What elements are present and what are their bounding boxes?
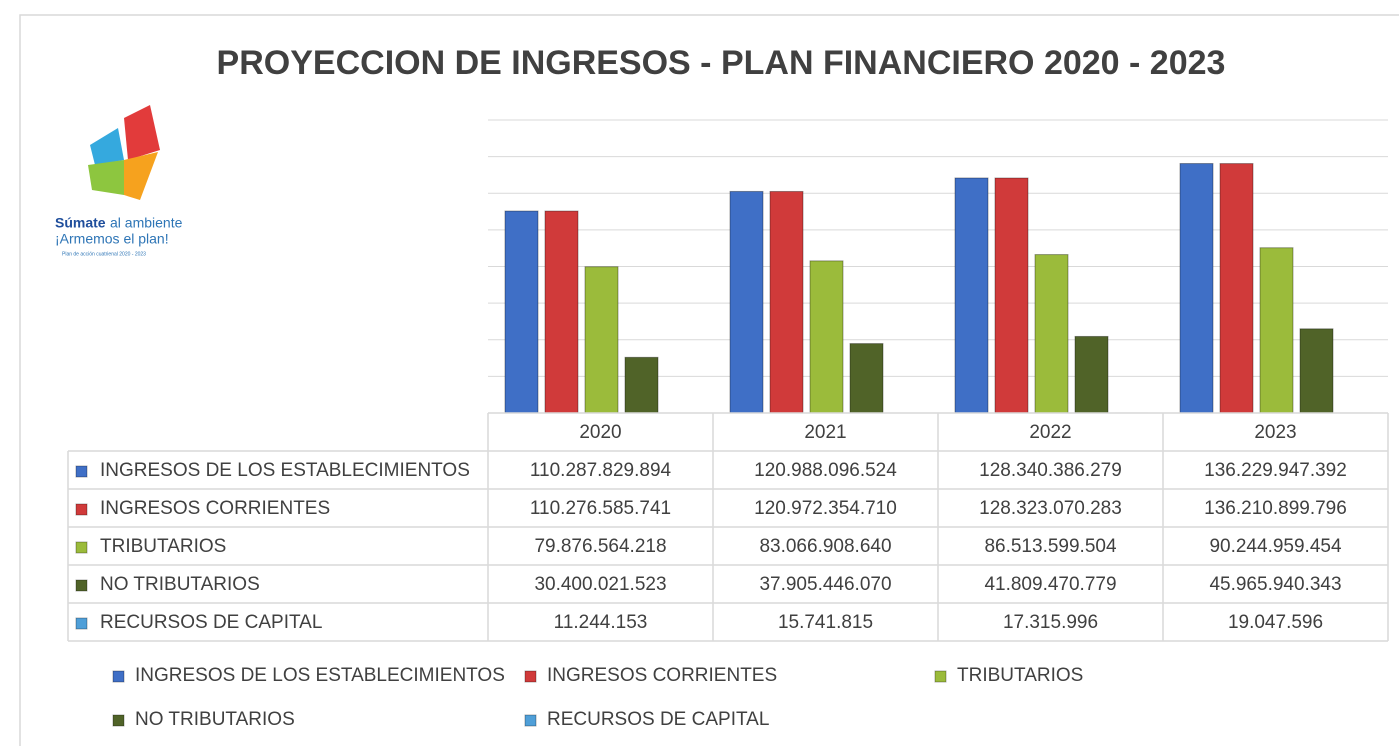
bar bbox=[1034, 254, 1069, 414]
bar bbox=[994, 177, 1029, 414]
legend-label: TRIBUTARIOS bbox=[957, 665, 1083, 686]
bar bbox=[729, 190, 764, 414]
chart-title: PROYECCION DE INGRESOS - PLAN FINANCIERO… bbox=[217, 44, 1226, 82]
bar bbox=[584, 266, 619, 414]
legend-marker bbox=[75, 617, 88, 630]
bar bbox=[624, 356, 659, 414]
table-value: 41.809.470.779 bbox=[984, 574, 1116, 595]
table-row-label: RECURSOS DE CAPITAL bbox=[100, 612, 322, 633]
legend-marker bbox=[524, 714, 537, 727]
legend-label: NO TRIBUTARIOS bbox=[135, 709, 295, 730]
table-value: 120.972.354.710 bbox=[754, 498, 897, 519]
table-value: 79.876.564.218 bbox=[534, 536, 666, 557]
logo-text: Plan de acción cuatrienal 2020 - 2023 bbox=[62, 251, 146, 257]
bar bbox=[809, 260, 844, 414]
legend-marker bbox=[75, 541, 88, 554]
table-value: 37.905.446.070 bbox=[759, 574, 891, 595]
table-value: 15.741.815 bbox=[778, 612, 873, 633]
table-row-label: INGRESOS DE LOS ESTABLECIMIENTOS bbox=[100, 460, 470, 481]
legend-marker bbox=[112, 714, 125, 727]
x-tick-label: 2021 bbox=[804, 422, 846, 443]
logo-text: Súmate bbox=[55, 215, 106, 231]
table-row-label: TRIBUTARIOS bbox=[100, 536, 226, 557]
logo: Súmate al ambiente ¡Armemos el plan! Pla… bbox=[55, 105, 183, 257]
x-tick-label: 2020 bbox=[579, 422, 621, 443]
bar bbox=[544, 210, 579, 414]
table-value: 45.965.940.343 bbox=[1209, 574, 1341, 595]
frame bbox=[19, 14, 1399, 746]
legend-marker bbox=[112, 670, 125, 683]
x-tick-label: 2022 bbox=[1029, 422, 1071, 443]
table-row-label: NO TRIBUTARIOS bbox=[100, 574, 260, 595]
table-value: 128.323.070.283 bbox=[979, 498, 1122, 519]
table-row-label: INGRESOS CORRIENTES bbox=[100, 498, 330, 519]
table-value: 86.513.599.504 bbox=[984, 536, 1117, 557]
bar bbox=[769, 190, 804, 414]
table-value: 83.066.908.640 bbox=[759, 536, 891, 557]
bar bbox=[1299, 328, 1334, 414]
logo-text: al ambiente bbox=[110, 215, 183, 231]
bar bbox=[1074, 335, 1109, 414]
table-value: 110.276.585.741 bbox=[530, 498, 671, 519]
table-value: 136.229.947.392 bbox=[1204, 460, 1347, 481]
bar bbox=[849, 343, 884, 414]
table-value: 30.400.021.523 bbox=[534, 574, 666, 595]
legend-marker bbox=[75, 579, 88, 592]
bar bbox=[954, 177, 989, 414]
table-value: 136.210.899.796 bbox=[1204, 498, 1347, 519]
table-value: 110.287.829.894 bbox=[530, 460, 672, 481]
table-value: 11.244.153 bbox=[554, 612, 648, 633]
bar bbox=[1219, 163, 1254, 414]
bar bbox=[504, 210, 539, 414]
legend-marker bbox=[75, 503, 88, 516]
legend-label: RECURSOS DE CAPITAL bbox=[547, 709, 769, 730]
legend-marker bbox=[524, 670, 537, 683]
table-value: 90.244.959.454 bbox=[1209, 536, 1342, 557]
table-value: 120.988.096.524 bbox=[754, 460, 897, 481]
table-value: 128.340.386.279 bbox=[979, 460, 1122, 481]
bar bbox=[1179, 163, 1214, 414]
bar bbox=[1259, 247, 1294, 414]
legend-marker bbox=[934, 670, 947, 683]
x-tick-label: 2023 bbox=[1254, 422, 1296, 443]
legend-marker bbox=[75, 465, 88, 478]
logo-text: ¡Armemos el plan! bbox=[55, 231, 169, 247]
table-value: 19.047.596 bbox=[1228, 612, 1323, 633]
legend-label: INGRESOS DE LOS ESTABLECIMIENTOS bbox=[135, 665, 505, 686]
legend-label: INGRESOS CORRIENTES bbox=[547, 665, 777, 686]
table-value: 17.315.996 bbox=[1003, 612, 1098, 633]
